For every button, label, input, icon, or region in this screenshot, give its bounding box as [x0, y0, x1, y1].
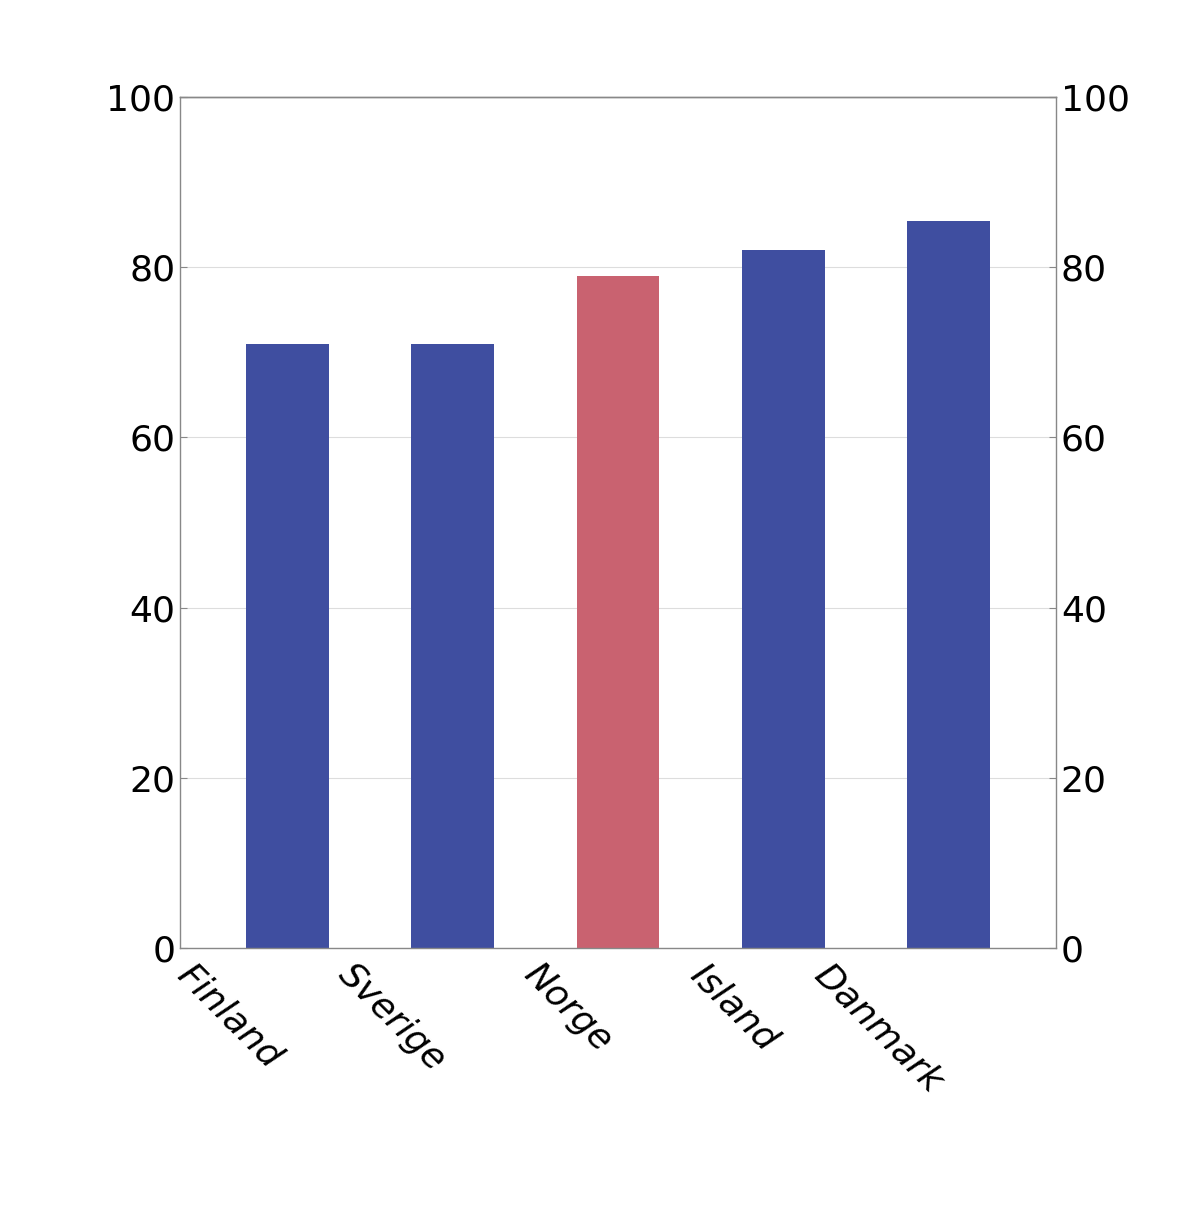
Bar — [577, 276, 659, 948]
Bar — [246, 344, 329, 948]
Bar — [907, 220, 990, 948]
Bar — [412, 344, 494, 948]
Bar — [742, 250, 824, 948]
